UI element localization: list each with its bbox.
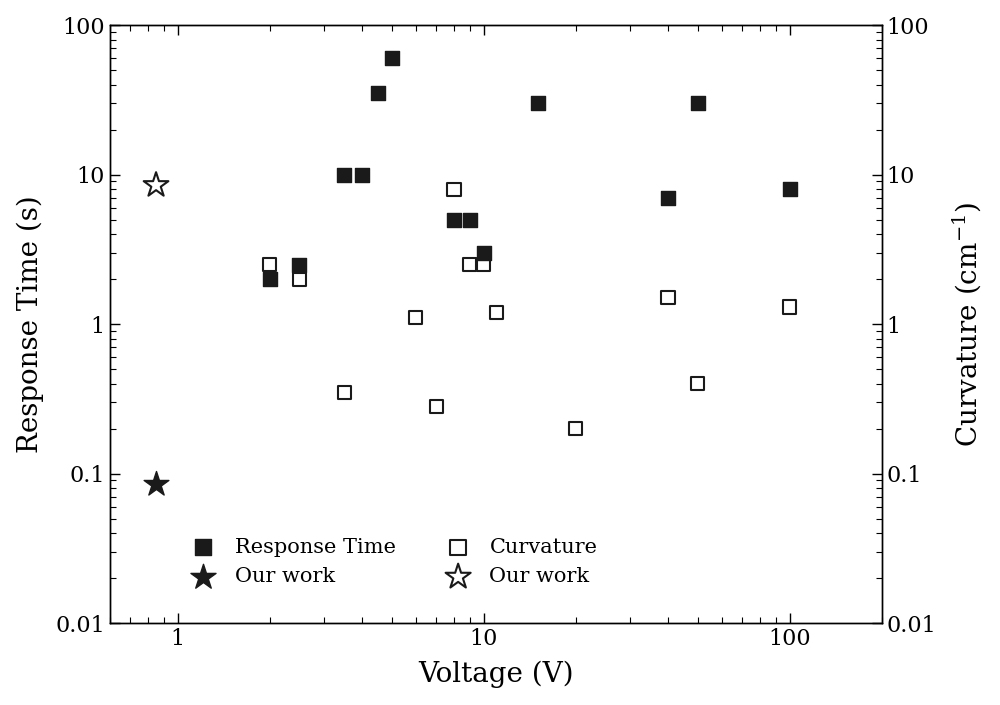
Curvature [262,259,278,270]
Curvature [782,302,798,313]
Response Time [354,169,370,180]
Legend: Response Time, Our work, Curvature, Our work: Response Time, Our work, Curvature, Our … [174,529,606,594]
Response Time [262,274,278,285]
Curvature [336,386,352,398]
Y-axis label: Response Time (s): Response Time (s) [17,195,44,453]
Response Time [384,53,400,64]
Response Time [291,259,307,270]
Response Time [446,214,462,226]
Curvature [476,259,492,270]
Curvature [428,401,444,412]
Curvature [408,312,424,324]
Response Time [462,214,478,226]
Our work [148,479,164,490]
Curvature [660,292,676,303]
Curvature [462,259,478,270]
Response Time [782,183,798,195]
Curvature [690,378,706,389]
Curvature [488,307,504,318]
Response Time [476,247,492,259]
X-axis label: Voltage (V): Voltage (V) [418,661,574,688]
Our work [148,180,164,191]
Curvature [446,183,462,195]
Response Time [660,192,676,204]
Y-axis label: Curvature (cm$^{-1}$): Curvature (cm$^{-1}$) [950,202,983,447]
Curvature [568,423,584,434]
Response Time [370,87,386,99]
Curvature [291,274,307,285]
Response Time [690,98,706,109]
Response Time [336,169,352,180]
Response Time [530,98,546,109]
